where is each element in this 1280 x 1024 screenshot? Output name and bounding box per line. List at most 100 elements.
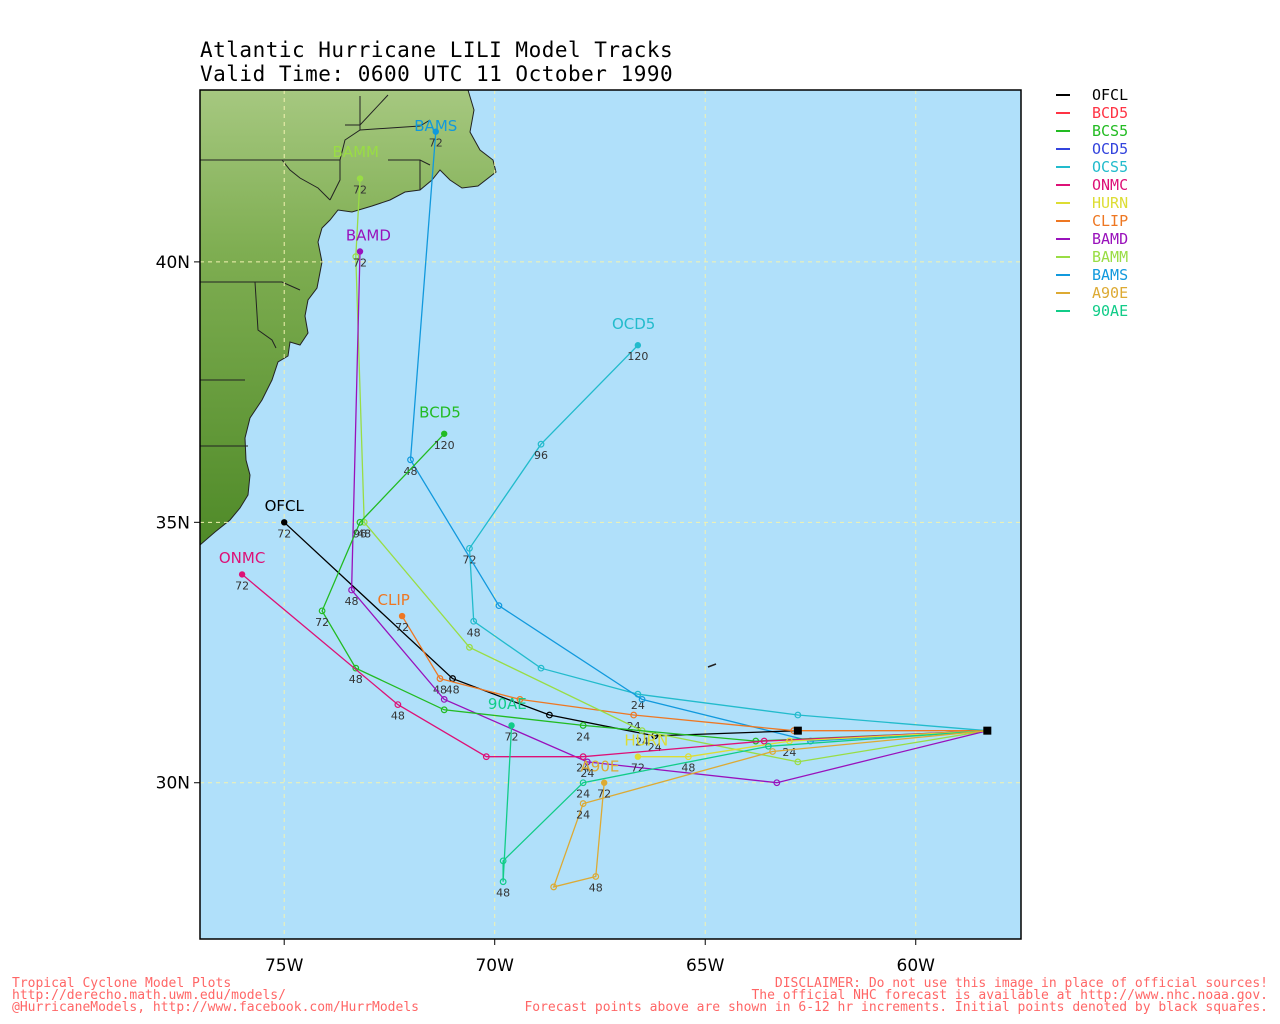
track-point bbox=[356, 175, 364, 182]
track-point bbox=[407, 456, 414, 464]
track-point bbox=[348, 586, 355, 594]
track-end-label: ONMC bbox=[219, 549, 265, 567]
track-a90e: 24 48 72 A90E bbox=[550, 730, 988, 894]
map-frame bbox=[199, 89, 1022, 940]
track-line-onmc bbox=[241, 573, 988, 758]
y-tick-label: 35N bbox=[156, 513, 190, 533]
chart-subtitle: Valid Time: 0600 UTC 11 October 1990 bbox=[200, 62, 674, 86]
legend-item-clip: CLIP bbox=[1056, 212, 1128, 230]
track-point bbox=[356, 518, 364, 526]
forecast-hour-label: 72 bbox=[315, 616, 329, 629]
track-point bbox=[281, 519, 288, 526]
forecast-hour-label: 120 bbox=[434, 439, 455, 452]
track-point bbox=[583, 758, 591, 766]
forecast-hour-label: 96 bbox=[353, 527, 367, 540]
track-line-ocs5 bbox=[468, 344, 988, 732]
legend-item-bcd5: BCD5 bbox=[1056, 104, 1128, 122]
forecast-hour-label: 48 bbox=[681, 762, 695, 775]
legend-item-ocs5: OCS5 bbox=[1056, 158, 1128, 176]
forecast-hour-label: 72 bbox=[353, 184, 367, 197]
track-point bbox=[550, 883, 558, 891]
legend-item-a90e: A90E bbox=[1056, 284, 1128, 302]
track-line-hurn bbox=[637, 730, 988, 758]
legend-item-hurn: HURN bbox=[1056, 194, 1128, 212]
track-end-label: BAMD bbox=[346, 226, 391, 244]
legend-label: BCS5 bbox=[1092, 122, 1129, 140]
y-tick-label: 40N bbox=[156, 253, 190, 273]
forecast-hour-label: 72 bbox=[505, 730, 519, 743]
track-point bbox=[466, 643, 473, 651]
track-bamm: 24 48 72 BAMM bbox=[333, 143, 988, 766]
forecast-hour-label: 24 bbox=[576, 762, 590, 775]
track-point bbox=[579, 779, 587, 787]
chart-title: Atlantic Hurricane LILI Model Tracks bbox=[200, 38, 674, 62]
footer-left-line2: http://derecho.math.uwm.edu/models/ bbox=[12, 988, 286, 1003]
legend-item-ofcl: OFCL bbox=[1056, 86, 1128, 104]
legend-swatch bbox=[1056, 274, 1070, 276]
legend: OFCL BCD5 BCS5 OCD5 OCS5 ONMC HURN CLIP BAMD BAMM… bbox=[1056, 86, 1128, 320]
track-point bbox=[760, 737, 768, 745]
track-point bbox=[440, 430, 448, 437]
forecast-hour-label: 48 bbox=[446, 684, 460, 697]
track-end-label: OFCL bbox=[265, 497, 305, 515]
track-point bbox=[352, 253, 360, 261]
legend-item-onmc: ONMC bbox=[1056, 176, 1128, 194]
footer-right-line3: Forecast points above are shown in 6-12 … bbox=[524, 1000, 1268, 1015]
track-point bbox=[470, 617, 478, 625]
forecast-hour-label: 24 bbox=[631, 699, 645, 712]
forecast-hour-label: 48 bbox=[349, 673, 363, 686]
legend-swatch bbox=[1056, 256, 1070, 258]
track-point bbox=[352, 664, 360, 672]
track-point bbox=[440, 706, 448, 714]
track-point bbox=[238, 571, 246, 578]
track-point bbox=[398, 612, 406, 620]
track-point bbox=[600, 779, 608, 786]
track-point bbox=[794, 711, 802, 719]
legend-label: ONMC bbox=[1092, 176, 1129, 194]
track-point bbox=[482, 753, 490, 761]
track-point bbox=[638, 696, 646, 703]
legend-label: BAMD bbox=[1092, 230, 1129, 248]
forecast-hour-label: 72 bbox=[429, 137, 443, 150]
track-point bbox=[318, 607, 326, 615]
forecast-hour-label: 24 bbox=[782, 746, 796, 759]
forecast-hour-label: 48 bbox=[345, 595, 359, 608]
forecast-hour-label: 48 bbox=[357, 527, 371, 540]
track-point bbox=[516, 696, 524, 703]
track-point bbox=[466, 544, 473, 552]
track-point bbox=[495, 602, 503, 610]
track-bamd: 24 48 72 BAMD bbox=[345, 226, 988, 787]
track-end-label: OCD5 bbox=[612, 315, 655, 333]
forecast-hour-label: 48 bbox=[467, 626, 481, 639]
forecast-hour-label: 24 bbox=[580, 767, 594, 780]
track-end-label: CLIP bbox=[378, 591, 410, 609]
track-point bbox=[546, 711, 553, 719]
track-end-label: BAMS bbox=[414, 117, 457, 135]
track-line-a90e bbox=[552, 730, 988, 888]
track-line-clip bbox=[401, 615, 988, 732]
track-point bbox=[579, 722, 587, 729]
state-borders bbox=[200, 94, 431, 447]
track-point bbox=[432, 128, 439, 135]
axis-labels: 75W 70W 65W 60W 30N 35N 40N bbox=[156, 253, 936, 976]
legend-item-ocd5: OCD5 bbox=[1056, 140, 1128, 158]
track-point bbox=[436, 675, 444, 682]
x-tick-label: 60W bbox=[897, 956, 936, 976]
track-point bbox=[786, 737, 793, 745]
track-point bbox=[634, 342, 642, 349]
track-line-bamd bbox=[350, 251, 988, 784]
footer-right-line1: DISCLAIMER: Do not use this image in pla… bbox=[774, 976, 1268, 991]
forecast-hour-label: 72 bbox=[277, 527, 291, 540]
forecast-hour-label: 48 bbox=[433, 684, 447, 697]
forecast-hour-label: 72 bbox=[353, 256, 367, 269]
footer-left-line1: Tropical Cyclone Model Plots bbox=[12, 976, 232, 991]
forecast-hour-label: 48 bbox=[589, 881, 603, 894]
legend-swatch bbox=[1056, 166, 1070, 168]
track-point bbox=[773, 779, 781, 787]
track-point bbox=[537, 440, 545, 448]
track-point bbox=[508, 722, 515, 729]
forecast-hour-label: 48 bbox=[391, 710, 405, 723]
track-end-label: 90AE bbox=[488, 695, 527, 713]
